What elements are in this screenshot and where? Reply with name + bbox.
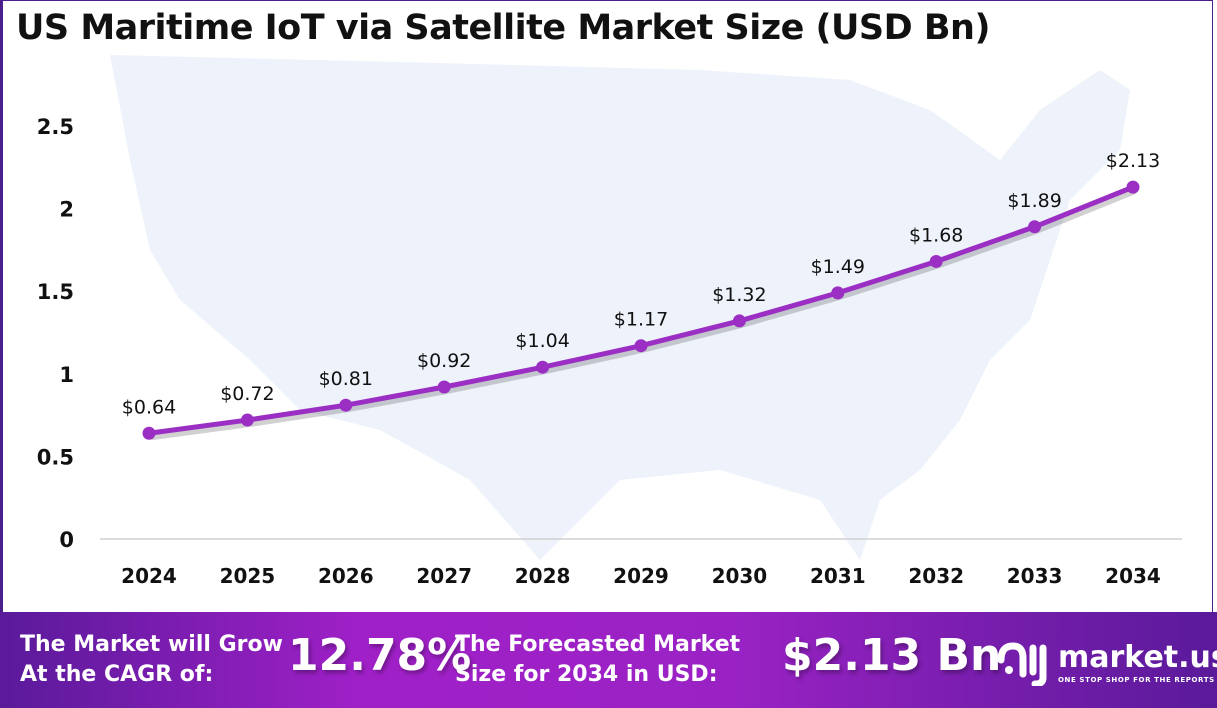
data-label: $1.68 — [909, 224, 963, 246]
y-tick-label: 0 — [59, 528, 74, 552]
data-point — [536, 360, 550, 374]
data-point — [831, 286, 845, 300]
data-point — [1126, 180, 1140, 194]
data-label: $1.49 — [811, 256, 865, 278]
data-point — [142, 426, 156, 440]
market-us-logo-icon — [997, 642, 1047, 686]
data-point — [634, 339, 648, 353]
data-label: $1.32 — [712, 284, 766, 306]
footer-banner: The Market will Grow At the CAGR of: 12.… — [0, 612, 1217, 708]
x-tick-label: 2027 — [416, 564, 472, 588]
x-tick-label: 2025 — [220, 564, 276, 588]
x-tick-label: 2026 — [318, 564, 374, 588]
data-label: $0.72 — [220, 383, 274, 405]
x-tick-label: 2029 — [613, 564, 669, 588]
x-tick-label: 2028 — [515, 564, 571, 588]
data-point — [1028, 220, 1042, 234]
forecast-label-line1: The Forecasted Market — [455, 632, 741, 657]
x-tick-label: 2032 — [908, 564, 964, 588]
data-label: $1.17 — [614, 309, 668, 331]
data-point — [240, 413, 254, 427]
forecast-label-line2: Size for 2034 in USD: — [455, 662, 718, 687]
y-tick-label: 1 — [59, 363, 74, 387]
data-label: $0.92 — [417, 350, 471, 372]
data-point — [732, 314, 746, 328]
cagr-value: 12.78% — [288, 630, 472, 681]
chart-frame — [0, 0, 1213, 612]
forecast-value: $2.13 Bn — [782, 630, 1002, 681]
data-point — [929, 254, 943, 268]
x-tick-label: 2033 — [1007, 564, 1063, 588]
us-map-watermark — [110, 55, 1130, 560]
y-tick-label: 2 — [59, 198, 74, 222]
cagr-label-line1: The Market will Grow — [20, 632, 283, 657]
logo-tagline: ONE STOP SHOP FOR THE REPORTS — [1058, 676, 1215, 684]
x-tick-label: 2034 — [1105, 564, 1161, 588]
data-label: $0.64 — [122, 396, 176, 418]
y-tick-label: 0.5 — [37, 445, 74, 469]
data-point — [339, 398, 353, 412]
y-tick-label: 1.5 — [37, 280, 74, 304]
data-label: $1.89 — [1007, 190, 1061, 212]
data-point — [437, 380, 451, 394]
logo-name: market.us — [1058, 640, 1217, 675]
data-label: $0.81 — [319, 368, 373, 390]
x-tick-label: 2030 — [712, 564, 768, 588]
x-tick-label: 2031 — [810, 564, 866, 588]
cagr-label-line2: At the CAGR of: — [20, 662, 214, 687]
data-label: $2.13 — [1106, 150, 1160, 172]
x-tick-label: 2024 — [121, 564, 177, 588]
chart-title: US Maritime IoT via Satellite Market Siz… — [16, 8, 990, 48]
data-label: $1.04 — [515, 330, 569, 352]
line-chart: 0 0.5 1 1.5 2 2.5 2024 2025 2026 2027 2028 2029 2030… — [37, 55, 1182, 588]
y-tick-label: 2.5 — [37, 115, 74, 139]
